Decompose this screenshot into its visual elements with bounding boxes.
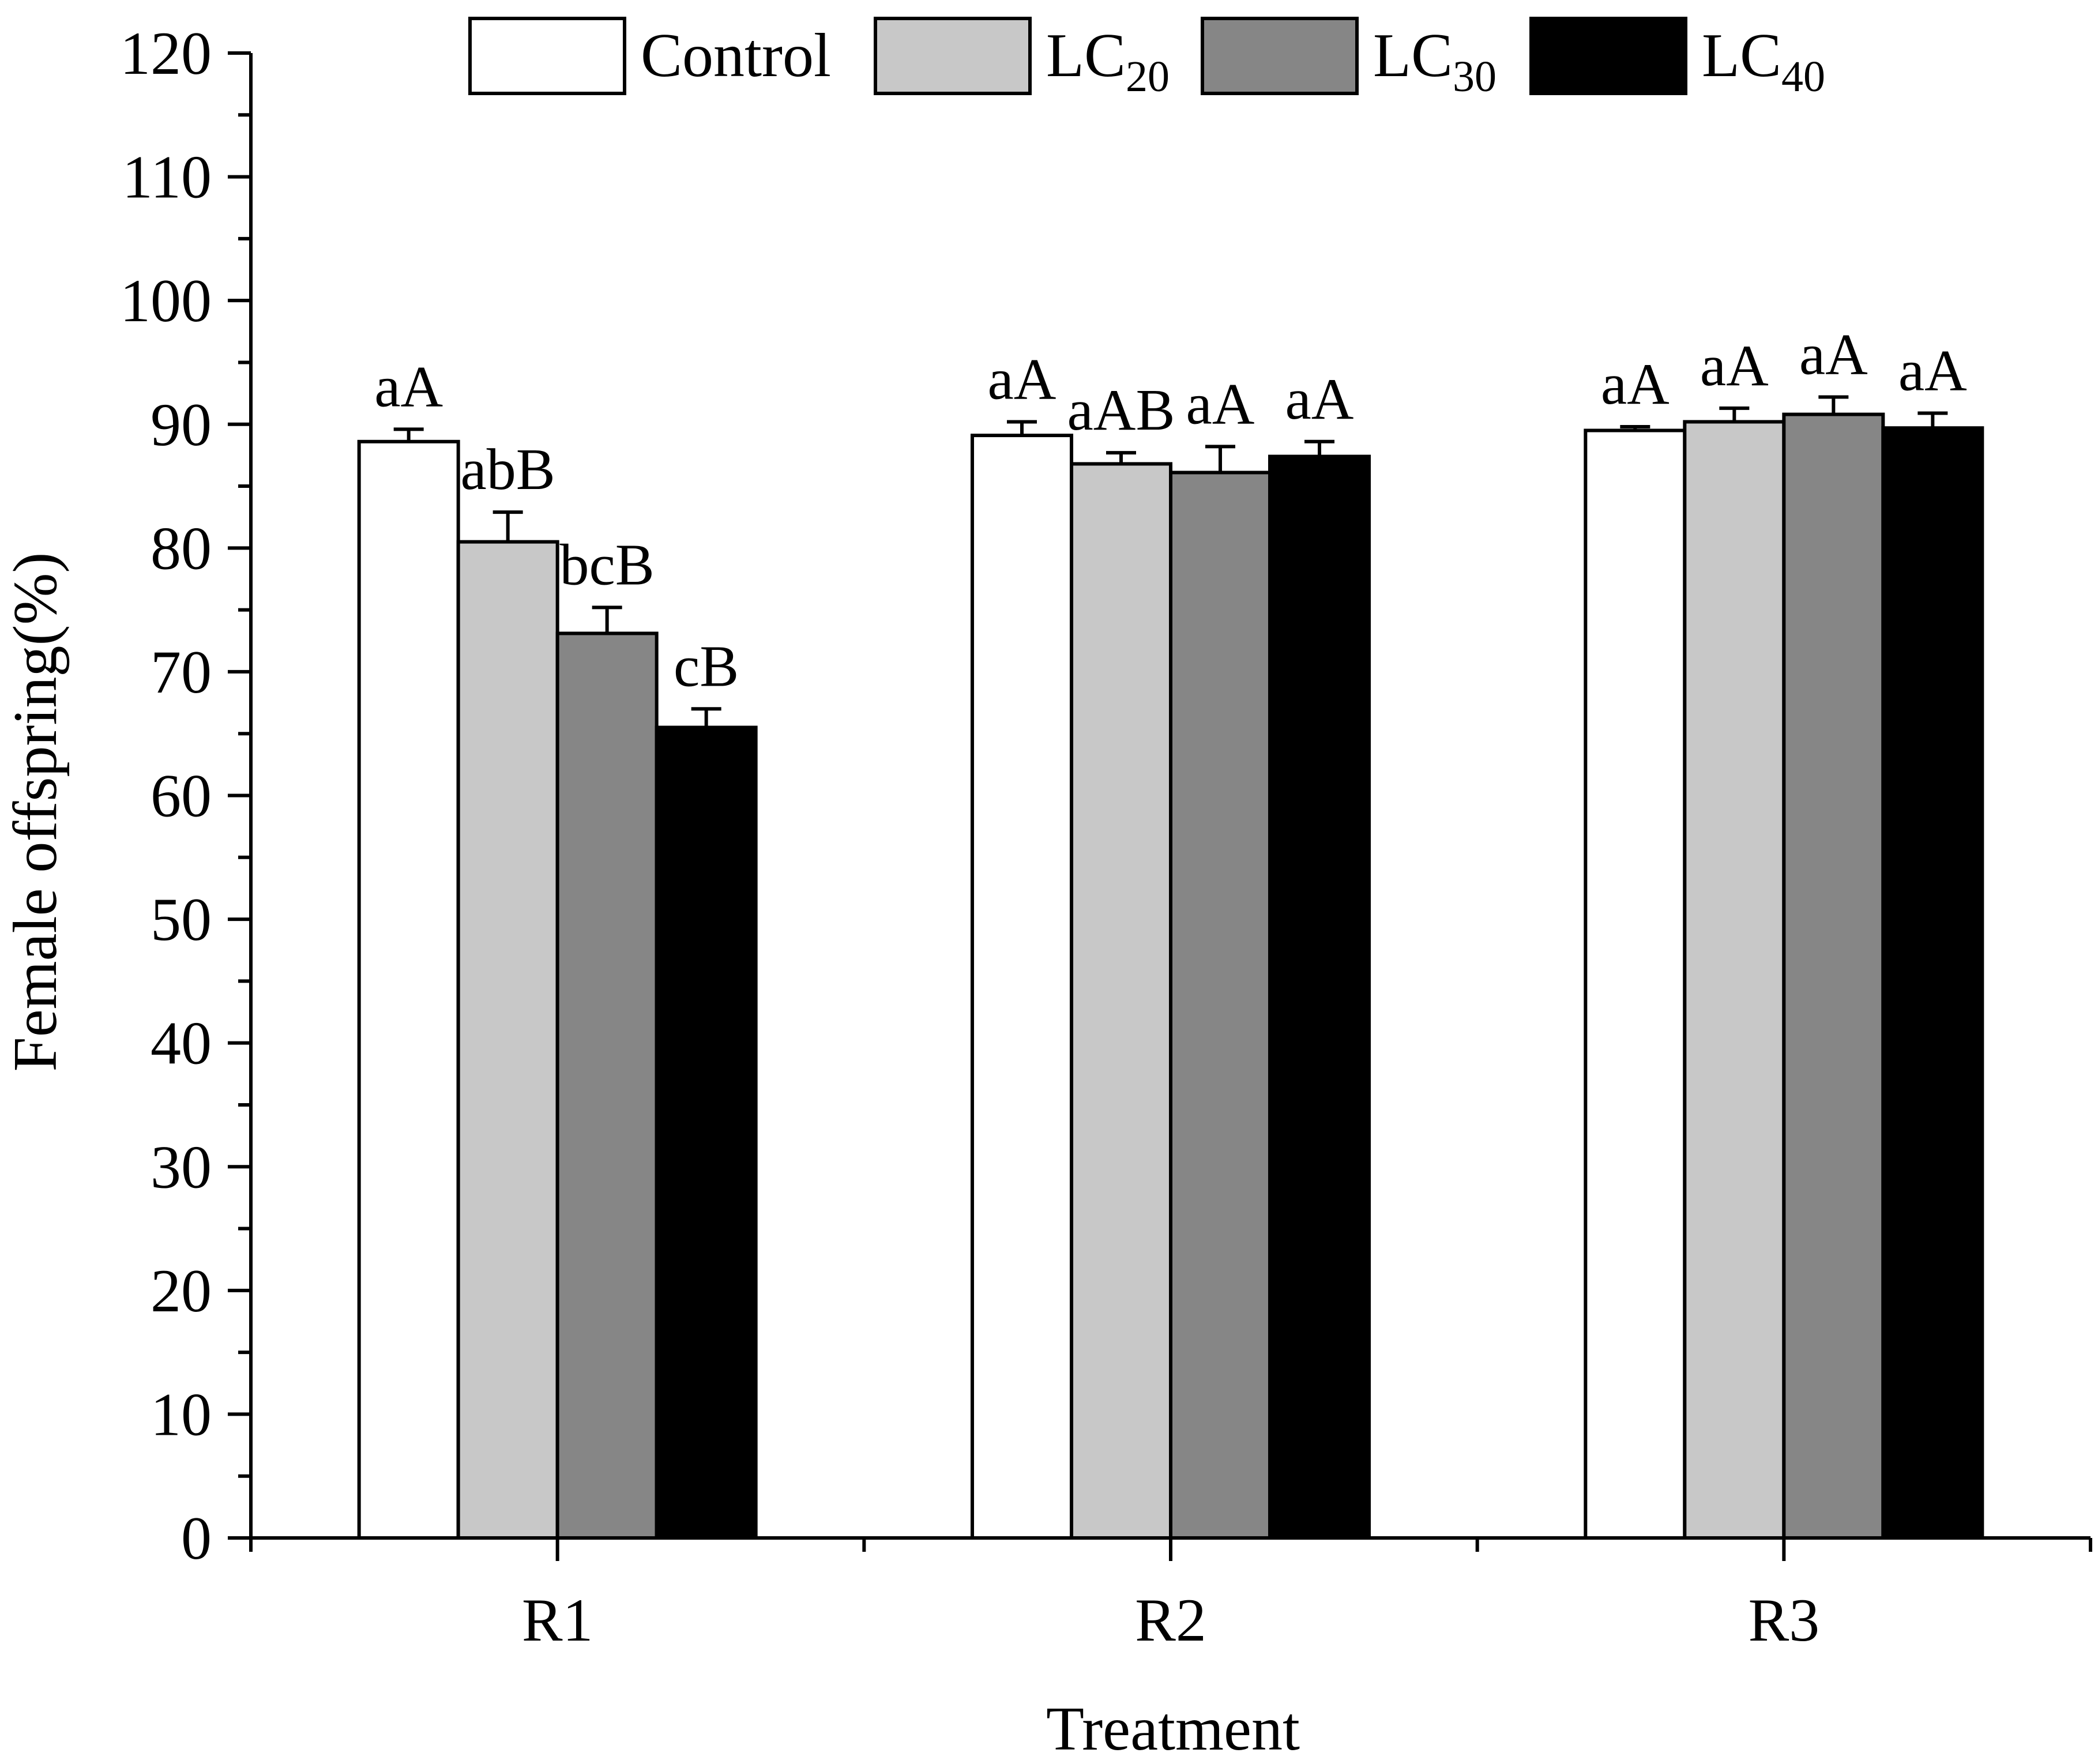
y-tick-label: 10 xyxy=(151,1381,212,1448)
y-tick-label: 20 xyxy=(151,1257,212,1325)
x-axis-title: Treatment xyxy=(1046,1695,1300,1763)
legend-label: LC20 xyxy=(1046,21,1170,101)
error-bar-lc30-r3 xyxy=(1818,395,1849,415)
bar-lc30-r1 xyxy=(555,631,659,1540)
bars-layer xyxy=(357,412,1984,1540)
bar-control-r1 xyxy=(357,439,460,1540)
legend-item-lc30: LC30 xyxy=(1201,17,1497,101)
significance-label: aA xyxy=(1700,333,1769,398)
legend-swatch xyxy=(468,17,626,95)
legend-label: Control xyxy=(641,21,831,90)
y-tick-label: 40 xyxy=(151,1010,212,1077)
legend-item-control: Control xyxy=(468,17,831,95)
significance-label: aAB xyxy=(1067,378,1175,443)
bar-lc30-r3 xyxy=(1782,412,1885,1540)
y-tick-label: 90 xyxy=(151,391,212,458)
bar-control-r2 xyxy=(971,434,1073,1540)
error-bar-lc20-r1 xyxy=(492,510,523,542)
y-tick-label: 110 xyxy=(122,144,212,211)
significance-label: bcB xyxy=(560,532,655,597)
bar-lc40-r3 xyxy=(1881,426,1984,1540)
legend-label: LC40 xyxy=(1702,21,1825,101)
error-bar-lc30-r2 xyxy=(1205,445,1235,473)
y-tick-label: 70 xyxy=(151,638,212,706)
bar-lc20-r1 xyxy=(456,540,559,1540)
significance-label: aA xyxy=(1186,371,1255,437)
legend-item-lc40: LC40 xyxy=(1529,17,1825,101)
bar-lc20-r2 xyxy=(1070,462,1172,1540)
error-bar-control-r2 xyxy=(1007,420,1037,436)
bar-lc20-r3 xyxy=(1683,420,1786,1540)
y-tick-label: 60 xyxy=(151,762,212,830)
y-tick-label: 80 xyxy=(151,514,212,582)
error-bar-control-r3 xyxy=(1620,425,1650,431)
error-bars-layer xyxy=(393,395,1948,728)
y-tick-label: 0 xyxy=(181,1505,212,1572)
y-tick-label: 100 xyxy=(120,267,212,334)
legend-swatch xyxy=(1529,17,1687,95)
legend-label: LC30 xyxy=(1373,21,1497,101)
legend-item-lc20: LC20 xyxy=(874,17,1170,101)
significance-label: aA xyxy=(1285,367,1354,432)
error-bar-lc40-r3 xyxy=(1917,411,1948,428)
bar-lc40-r2 xyxy=(1268,454,1371,1540)
significance-label: aA xyxy=(1601,352,1670,417)
significance-label: cB xyxy=(674,634,739,699)
y-tick-label: 50 xyxy=(151,886,212,953)
error-bar-lc40-r1 xyxy=(691,707,721,728)
x-tick-label: R1 xyxy=(522,1586,593,1654)
error-bar-lc40-r2 xyxy=(1304,439,1334,457)
x-tick-label: R2 xyxy=(1135,1586,1206,1654)
axes-layer: 0 10 20 30 40 50 60 70 80 90 100 110 120 R1 R2 R3 xyxy=(120,20,2092,1654)
bar-lc40-r1 xyxy=(655,725,758,1540)
x-tick-label: R3 xyxy=(1748,1586,1819,1654)
significance-label: aA xyxy=(1799,322,1868,388)
significance-label: abB xyxy=(461,437,555,502)
legend-swatch xyxy=(874,17,1032,95)
y-axis-title: Female offspring(%) xyxy=(1,552,70,1072)
y-tick-label: 30 xyxy=(151,1133,212,1201)
error-bar-lc20-r3 xyxy=(1719,406,1750,422)
error-bar-control-r1 xyxy=(393,427,424,442)
bar-lc30-r2 xyxy=(1169,471,1272,1540)
significance-label: aA xyxy=(1898,338,1967,403)
error-bar-lc20-r2 xyxy=(1106,451,1136,464)
significance-label: aA xyxy=(988,347,1056,412)
y-tick-label: 120 xyxy=(120,20,212,87)
legend: Control LC20 LC30 LC40 xyxy=(468,17,1825,101)
bar-control-r3 xyxy=(1584,428,1687,1540)
error-bar-lc30-r1 xyxy=(592,605,622,634)
significance-label: aA xyxy=(374,354,443,419)
legend-swatch xyxy=(1201,17,1359,95)
